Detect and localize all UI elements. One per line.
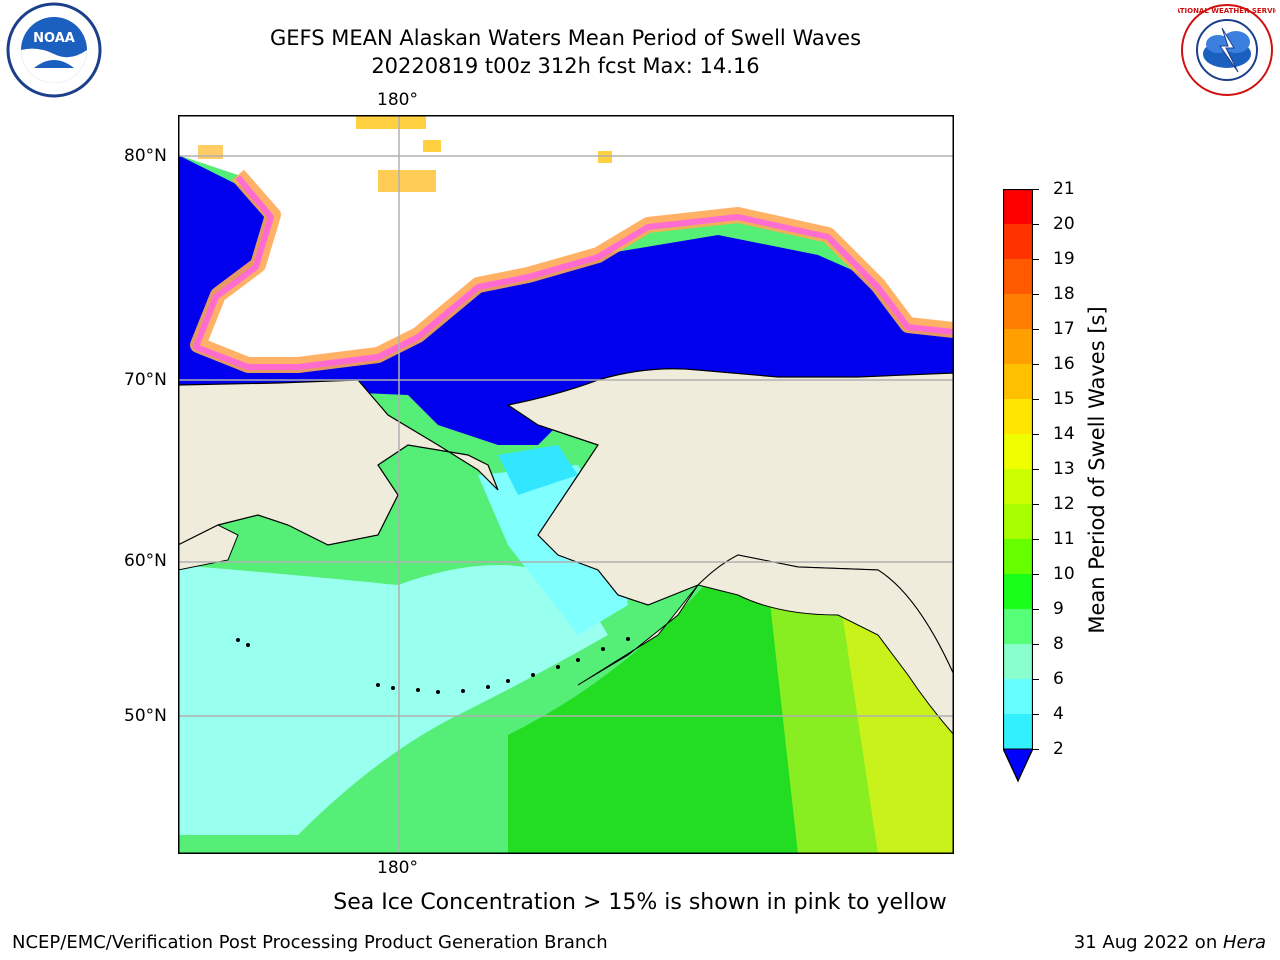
colorbar-segment — [1003, 539, 1033, 575]
colorbar-segment — [1003, 609, 1033, 645]
colorbar-segment — [1003, 644, 1033, 680]
colorbar-tick-label: 16 — [1053, 354, 1075, 374]
colorbar-tick-label: 8 — [1053, 634, 1064, 654]
siberia-land — [177, 379, 499, 546]
colorbar-tick-mark — [1033, 329, 1039, 330]
sea-ice-caption: Sea Ice Concentration > 15% is shown in … — [333, 890, 947, 915]
colorbar-tick-mark — [1033, 224, 1039, 225]
colorbar-segment — [1003, 294, 1033, 330]
colorbar-tick-mark — [1033, 294, 1039, 295]
colorbar-tick-label: 14 — [1053, 424, 1075, 444]
footer-host: Hera — [1222, 932, 1266, 953]
colorbar-segment — [1003, 679, 1033, 715]
sea-ice-edge-pink — [193, 175, 955, 370]
noaa-logo: NOAA — [4, 2, 104, 98]
colorbar-segment — [1003, 434, 1033, 470]
colorbar-tick-mark — [1033, 469, 1039, 470]
lon-label-top: 180° — [377, 90, 418, 110]
colorbar-tick-label: 19 — [1053, 249, 1075, 269]
colorbar-tick-mark — [1033, 609, 1039, 610]
colorbar-tick-mark — [1033, 679, 1039, 680]
colorbar-tick-mark — [1033, 259, 1039, 260]
map-panel — [177, 115, 955, 854]
colorbar-tick-mark — [1033, 749, 1039, 750]
colorbar-tick-label: 2 — [1053, 739, 1064, 759]
colorbar-tick-label: 13 — [1053, 459, 1075, 479]
map-svg — [177, 115, 955, 854]
footer-date: 31 Aug 2022 on Hera — [1074, 932, 1266, 953]
colorbar-tick-mark — [1033, 504, 1039, 505]
lat-label-60: 60°N — [124, 551, 167, 571]
sea-ice-white — [178, 115, 954, 365]
map-frame — [178, 115, 954, 854]
svg-text:NATIONAL WEATHER SERVICE: NATIONAL WEATHER SERVICE — [1178, 7, 1276, 15]
chart-subtitle: 20220819 t00z 312h fcst Max: 14.16 — [371, 54, 760, 78]
colorbar-tick-mark — [1033, 644, 1039, 645]
colorbar-tick-label: 20 — [1053, 214, 1075, 234]
colorbar-tick-label: 4 — [1053, 704, 1064, 724]
colorbar-tick-mark — [1033, 574, 1039, 575]
colorbar-segment — [1003, 329, 1033, 365]
colorbar-tick-label: 12 — [1053, 494, 1075, 514]
graticule — [178, 115, 954, 854]
chart-title: GEFS MEAN Alaskan Waters Mean Period of … — [269, 26, 862, 50]
colorbar-tick-mark — [1033, 539, 1039, 540]
footer-credit: NCEP/EMC/Verification Post Processing Pr… — [12, 932, 608, 953]
lat-label-70: 70°N — [124, 370, 167, 390]
colorbar-segment — [1003, 224, 1033, 260]
colorbar — [1002, 188, 1034, 783]
colorbar-tick-label: 18 — [1053, 284, 1075, 304]
colorbar-segment — [1003, 259, 1033, 295]
colorbar-svg — [1002, 188, 1034, 783]
lat-label-80: 80°N — [124, 146, 167, 166]
colorbar-tick-label: 11 — [1053, 529, 1075, 549]
colorbar-tick-label: 15 — [1053, 389, 1075, 409]
colorbar-tick-label: 21 — [1053, 179, 1075, 199]
colorbar-tick-mark — [1033, 714, 1039, 715]
colorbar-segment — [1003, 714, 1033, 750]
lon-label-bottom: 180° — [377, 858, 418, 878]
colorbar-frame — [1002, 188, 1034, 783]
svg-text:NOAA: NOAA — [33, 31, 75, 46]
colorbar-segment — [1003, 189, 1033, 225]
aleutian-islands — [236, 637, 630, 694]
lat-label-50: 50°N — [124, 706, 167, 726]
colorbar-segment — [1003, 399, 1033, 435]
colorbar-tick-mark — [1033, 399, 1039, 400]
colorbar-tick-mark — [1033, 364, 1039, 365]
colorbar-tick-label: 17 — [1053, 319, 1075, 339]
colorbar-segment — [1003, 364, 1033, 400]
colorbar-label: Mean Period of Swell Waves [s] — [1085, 306, 1109, 634]
footer-date-text: 31 Aug 2022 on — [1073, 932, 1223, 953]
colorbar-tick-label: 6 — [1053, 669, 1064, 689]
colorbar-tick-label: 10 — [1053, 564, 1075, 584]
colorbar-tick-mark — [1033, 434, 1039, 435]
colorbar-tick-label: 9 — [1053, 599, 1064, 619]
colorbar-segment — [1003, 469, 1033, 505]
colorbar-tick-mark — [1033, 189, 1039, 190]
arctic-ocean-blue — [178, 155, 954, 445]
nws-logo: NATIONAL WEATHER SERVICE — [1169, 2, 1280, 98]
bering-sea-cyan — [178, 565, 608, 835]
colorbar-segment — [1003, 504, 1033, 540]
colorbar-extend-arrow — [1002, 748, 1034, 783]
colorbar-segment — [1003, 574, 1033, 610]
